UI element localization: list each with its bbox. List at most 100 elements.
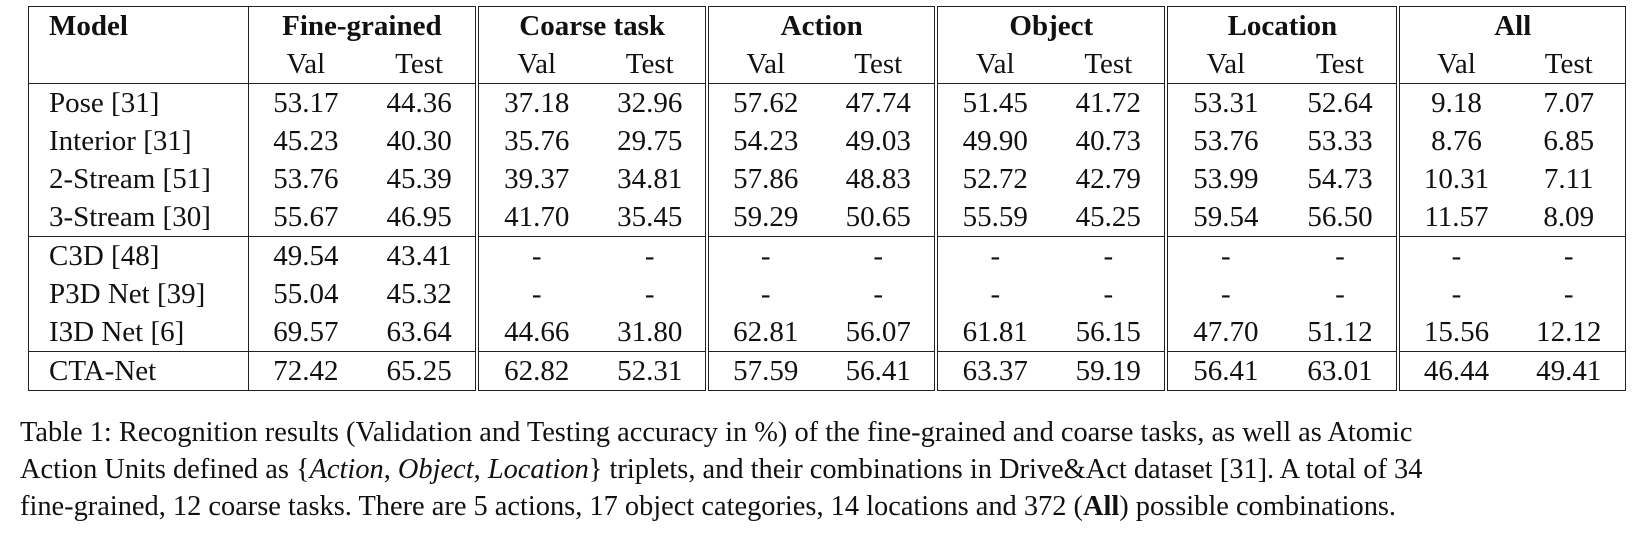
value-cell: -	[644, 277, 655, 310]
value-cell: 49.41	[1512, 351, 1627, 391]
value-cell: 51.45	[934, 83, 1053, 122]
value-cell: -	[1335, 277, 1345, 310]
model-name-cell: C3D [48]	[28, 236, 249, 275]
value-cell: 65.25	[363, 351, 478, 391]
table-caption: Table 1: Recognition results (Validation…	[20, 414, 1630, 525]
table-row: 2-Stream [51] 53.76 45.39 39.37 34.81 57.86 48…	[28, 160, 1627, 198]
value-cell: -	[1512, 275, 1627, 313]
value-cell: 63.01	[1283, 351, 1399, 391]
value-cell: 57.59	[705, 351, 823, 391]
value-cell: 52.31	[594, 351, 708, 391]
value-cell: 9.18	[1396, 83, 1513, 122]
value-cell: 49.03	[845, 124, 911, 157]
model-column-header: Model	[28, 6, 249, 45]
caption-text: Action Units defined as {	[20, 454, 310, 485]
value-cell: 11.57	[1396, 198, 1513, 237]
value-cell: 8.76	[1396, 122, 1513, 160]
caption-text: ) possible combinations.	[1119, 491, 1397, 522]
group-header-fine-grained: Fine-grained	[247, 6, 478, 45]
subheader-val: Val	[1396, 45, 1513, 84]
value-cell: 39.37	[475, 160, 595, 198]
value-cell: 53.33	[1307, 124, 1373, 157]
value-cell: 52.64	[1307, 86, 1373, 119]
value-cell: -	[1512, 236, 1627, 275]
value-cell: 63.64	[363, 313, 478, 352]
caption-term-all: All	[1082, 491, 1120, 522]
value-cell: 43.41	[386, 239, 452, 272]
value-cell: 7.11	[1512, 160, 1627, 198]
caption-text: fine-grained, 12 coarse tasks. There are…	[20, 491, 1083, 522]
value-cell: 15.56	[1396, 313, 1513, 352]
subheader-val: Val	[705, 45, 823, 84]
value-cell: 56.41	[822, 351, 937, 391]
value-cell: 32.96	[617, 86, 683, 119]
model-name-cell: Pose [31]	[28, 83, 249, 122]
value-cell: 53.76	[247, 160, 364, 198]
value-cell: 31.80	[594, 313, 708, 352]
value-cell: 51.12	[1283, 313, 1399, 352]
value-cell: 48.83	[845, 162, 911, 195]
value-cell: -	[475, 275, 595, 313]
subheader-test: Test	[1512, 45, 1627, 84]
value-cell: -	[934, 236, 1053, 275]
subheader-test: Test	[1052, 45, 1167, 84]
value-cell: 56.07	[822, 313, 937, 352]
value-cell: 50.65	[822, 198, 937, 237]
value-cell: 6.85	[1512, 122, 1627, 160]
value-cell: 59.54	[1164, 198, 1284, 237]
table-row: P3D Net [39] 55.04 45.32- - - - - - - - - -	[28, 275, 1627, 313]
value-cell: 40.73	[1075, 124, 1141, 157]
table-row: CTA-Net 72.42 65.25 62.82 52.31 57.59 56.41 63.…	[28, 351, 1627, 391]
value-cell: 44.36	[386, 86, 452, 119]
model-name-cell: Interior [31]	[28, 122, 249, 160]
value-cell: -	[873, 239, 884, 272]
value-cell: 53.99	[1164, 160, 1284, 198]
model-name-cell: CTA-Net	[28, 351, 249, 391]
value-cell: 59.19	[1052, 351, 1167, 391]
value-cell: 12.12	[1512, 313, 1627, 352]
value-cell: -	[1103, 239, 1114, 272]
caption-line: fine-grained, 12 coarse tasks. There are…	[20, 488, 1630, 525]
value-cell: 35.76	[475, 122, 595, 160]
caption-text: ,	[473, 454, 488, 485]
model-name-cell: 3-Stream [30]	[28, 198, 249, 237]
group-header-action: Action	[705, 6, 937, 45]
table-body: Pose [31] 53.17 44.36 37.18 32.96 57.62 47.74 5…	[28, 83, 1627, 391]
value-cell: -	[934, 275, 1053, 313]
value-cell: 41.72	[1075, 86, 1141, 119]
value-cell: 62.81	[705, 313, 823, 352]
value-cell: 52.72	[934, 160, 1053, 198]
value-cell: 72.42	[247, 351, 364, 391]
table-row: Interior [31] 45.23 40.30 35.76 29.75 54.23 49…	[28, 122, 1627, 160]
value-cell: 40.30	[386, 124, 452, 157]
group-header-location: Location	[1164, 6, 1399, 45]
value-cell: 56.50	[1283, 198, 1399, 237]
value-cell: 53.31	[1164, 83, 1284, 122]
value-cell: 10.31	[1396, 160, 1513, 198]
value-cell: 57.62	[705, 83, 823, 122]
caption-term-object: Object	[397, 454, 474, 485]
value-cell: -	[705, 275, 823, 313]
value-cell: -	[1335, 239, 1345, 272]
value-cell: 8.09	[1512, 198, 1627, 237]
subheader-val: Val	[1164, 45, 1284, 84]
value-cell: -	[1396, 236, 1513, 275]
value-cell: -	[475, 236, 595, 275]
subheader-test: Test	[594, 45, 708, 84]
group-header-object: Object	[934, 6, 1167, 45]
value-cell: -	[1164, 236, 1284, 275]
value-cell: 45.25	[1052, 198, 1167, 237]
value-cell: 54.23	[705, 122, 823, 160]
value-cell: 47.70	[1164, 313, 1284, 352]
value-cell: 59.29	[705, 198, 823, 237]
subheader-empty	[28, 45, 249, 84]
value-cell: 69.57	[247, 313, 364, 352]
value-cell: -	[644, 239, 655, 272]
value-cell: 53.17	[247, 83, 364, 122]
value-cell: 49.90	[934, 122, 1053, 160]
value-cell: 55.67	[247, 198, 364, 237]
subheader-val: Val	[934, 45, 1053, 84]
group-header-row: Model Fine-grained Coarse task Action Ob…	[28, 6, 1627, 45]
value-cell: 37.18	[475, 83, 595, 122]
